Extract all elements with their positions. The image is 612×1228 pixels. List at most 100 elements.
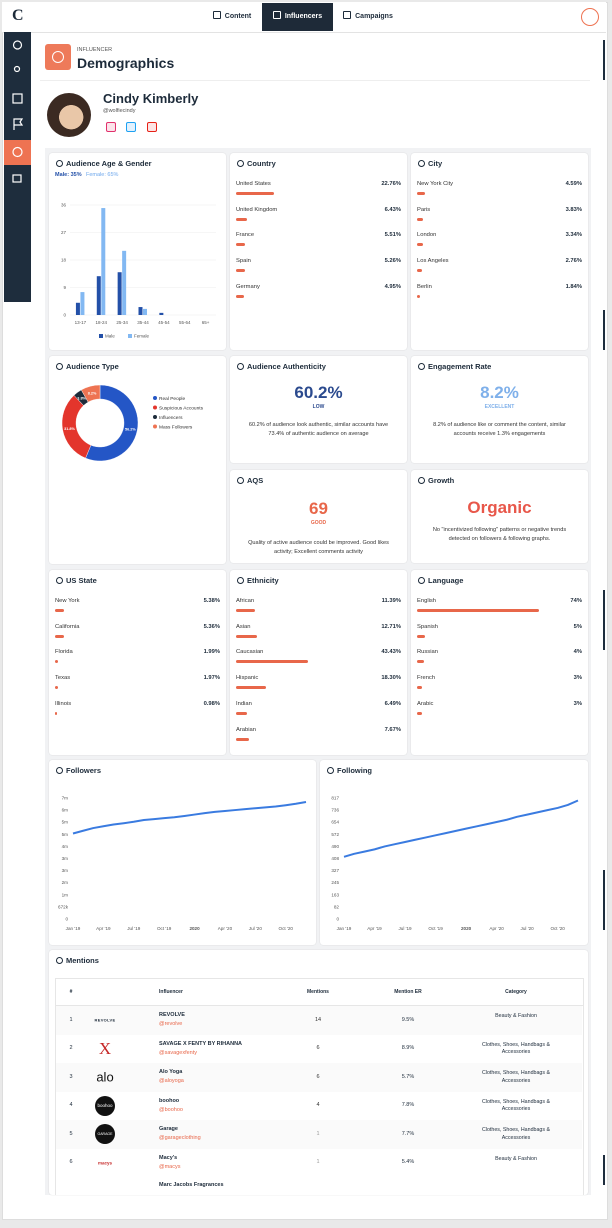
- item-value: 4.59%: [565, 181, 582, 187]
- item-value: 5%: [573, 623, 582, 630]
- y-tick-label: 7m: [62, 796, 69, 801]
- mentions-count: 1: [316, 1130, 320, 1137]
- youtube-icon[interactable]: [147, 122, 157, 132]
- item-label: London: [417, 232, 437, 239]
- item-label: Arabic: [417, 700, 434, 707]
- y-tick-label: 2m: [62, 880, 69, 885]
- item-value: 74%: [570, 598, 582, 604]
- bar: [122, 250, 127, 315]
- item-label: New York City: [417, 181, 454, 187]
- row-stripe: [56, 1006, 582, 1035]
- item-label: California: [55, 623, 80, 630]
- icon-cup[interactable]: [12, 174, 22, 183]
- audience-type-chart: 56.2% Real People 31.8% Suspicious Accounts…: [61, 384, 204, 462]
- icon-target[interactable]: [12, 146, 23, 158]
- nav-tab[interactable]: Campaigns: [335, 3, 401, 31]
- profile-name: Cindy Kimberly: [103, 91, 199, 106]
- item-label: Texas: [55, 675, 71, 682]
- card-title: Language: [417, 576, 464, 585]
- sidebar: [4, 32, 31, 302]
- rank: 5: [69, 1130, 73, 1137]
- mentions-count: 1: [316, 1159, 320, 1165]
- mention-er: 7.7%: [401, 1130, 415, 1137]
- sidebar-icons: [12, 40, 24, 183]
- influencer-handle: @savagexfenty: [159, 1049, 197, 1056]
- nav-tab[interactable]: Content: [204, 3, 260, 31]
- column-header: Mentions: [307, 989, 329, 995]
- x-tick-label: 13-17: [75, 320, 87, 325]
- metric-text: 60.2% of audience look authentic, simila…: [248, 422, 389, 437]
- bar: [96, 276, 101, 315]
- category: Clothes, Shoes, Handbags & Accessories: [481, 1127, 551, 1141]
- segment-label: 31.8%: [64, 427, 75, 431]
- icon-settings[interactable]: [12, 40, 23, 50]
- audience-type-card: Audience Type 56.2% Real People 31.8% Suspic…: [49, 356, 226, 564]
- bar: [236, 660, 308, 664]
- x-tick-label: 55-64: [179, 320, 191, 325]
- influencer-handle: @revolve: [159, 1021, 183, 1027]
- influencer-name: boohoo: [159, 1097, 180, 1104]
- mention-er: 5.4%: [401, 1159, 415, 1165]
- bar: [55, 609, 64, 612]
- icon-user[interactable]: [13, 65, 21, 73]
- metric-rating: LOW: [312, 404, 325, 410]
- user-avatar[interactable]: [581, 8, 599, 26]
- engagement-card: Engagement Rate 8.2% EXCELLENT 8.2% of audi…: [411, 356, 588, 463]
- instagram-icon[interactable]: [106, 122, 116, 132]
- nav-tab[interactable]: Influencers: [262, 3, 333, 31]
- item-value: 3%: [573, 675, 582, 682]
- x-tick-label: 25-34: [116, 320, 128, 325]
- metric-text: 8.2% of audience like or comment the con…: [433, 422, 566, 437]
- bar: [236, 192, 274, 195]
- item-value: 6.43%: [384, 206, 401, 213]
- category: Clothes, Shoes, Handbags & Accessories: [481, 1070, 551, 1084]
- x-tick-label: 65+: [202, 320, 210, 325]
- y-tick-label: 82: [334, 904, 340, 909]
- twitter-icon[interactable]: [126, 122, 136, 132]
- x-tick-label: 18-24: [96, 320, 108, 325]
- scroll-marker: [603, 310, 605, 350]
- line: [343, 799, 579, 858]
- bar: [236, 634, 257, 638]
- followers-chart: 0 672k 1m 2m 3m 3m 4m 5m 5m 6m 7m Jan '19 Apr '19 Jul…: [58, 796, 307, 931]
- legend-label: Mass Followers: [159, 424, 193, 430]
- rank: 3: [69, 1073, 73, 1080]
- segment-label: 56.2%: [125, 427, 136, 431]
- rank: 4: [69, 1102, 73, 1108]
- brand-logo: GARAGE: [95, 1124, 115, 1144]
- y-tick-label: 0: [63, 313, 66, 318]
- bar: [143, 308, 147, 315]
- item-value: 5.38%: [203, 598, 220, 604]
- icon-flag[interactable]: [13, 118, 24, 130]
- item-value: 4.95%: [384, 283, 401, 290]
- rank: 1: [69, 1016, 73, 1023]
- legend-swatch: [153, 396, 157, 400]
- male-share: Male: 35%: [55, 172, 82, 178]
- brand-logo: alo: [96, 1069, 114, 1085]
- y-tick-label: 5m: [62, 832, 69, 837]
- influencer-handle: @boohoo: [159, 1106, 183, 1113]
- item-value: 6.49%: [384, 700, 401, 707]
- mentions-count: 14: [314, 1016, 322, 1023]
- card-title: Audience Age & Gender: [56, 159, 152, 168]
- item-label: France: [236, 232, 255, 239]
- bar: [75, 302, 80, 315]
- icon-layout[interactable]: [12, 93, 23, 104]
- us-state-card: US State New York 5.38% California 5.36% Flor…: [49, 570, 226, 755]
- item-label: Spain: [236, 258, 251, 265]
- y-tick-label: 672k: [58, 904, 69, 909]
- item-value: 3%: [573, 700, 582, 707]
- item-value: 3.83%: [565, 206, 582, 213]
- card-title: Growth: [417, 476, 455, 485]
- x-tick-label: Jul '19: [127, 926, 141, 931]
- bar: [101, 208, 106, 315]
- y-tick-label: 3m: [62, 868, 69, 873]
- item-label: Asian: [236, 623, 251, 630]
- item-value: 1.97%: [203, 675, 220, 682]
- influencer-handle: @aloyoga: [159, 1078, 184, 1084]
- item-label: Spanish: [417, 623, 438, 630]
- sidebar-active[interactable]: [4, 140, 31, 165]
- header-eyebrow: INFLUENCER: [77, 47, 113, 53]
- legend-label: Real People: [159, 396, 185, 402]
- influencer-name: Macy's: [159, 1154, 178, 1161]
